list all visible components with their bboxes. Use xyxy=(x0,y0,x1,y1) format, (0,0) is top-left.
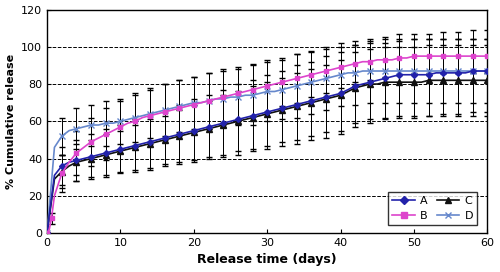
Legend: A, B, C, D: A, B, C, D xyxy=(388,192,478,225)
X-axis label: Release time (days): Release time (days) xyxy=(198,254,337,267)
Y-axis label: % Cumulative release: % Cumulative release xyxy=(6,54,16,189)
